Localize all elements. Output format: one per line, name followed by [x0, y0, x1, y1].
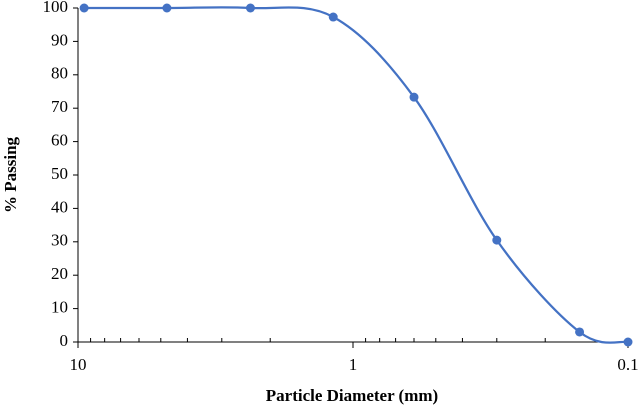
y-tick-label: 50	[51, 164, 68, 183]
point	[328, 12, 338, 22]
y-tick-label: 30	[51, 231, 68, 250]
point	[162, 3, 172, 13]
point	[409, 92, 419, 102]
point	[79, 3, 89, 13]
x-tick-label: 10	[70, 355, 87, 374]
y-tick-label: 100	[43, 0, 69, 16]
y-axis-title: % Passing	[1, 136, 20, 213]
x-tick-label: 0.1	[617, 355, 638, 374]
y-tick-label: 90	[51, 30, 68, 49]
point	[245, 3, 255, 13]
y-tick-label: 80	[51, 64, 68, 83]
line	[84, 6, 629, 344]
y-tick-label: 60	[51, 131, 68, 150]
y-tick-label: 10	[51, 298, 68, 317]
point	[492, 235, 502, 245]
y-tick-label: 0	[60, 331, 69, 350]
y-tick-label: 20	[51, 264, 68, 283]
y-tick-label: 70	[51, 97, 68, 116]
x-axis-title: Particle Diameter (mm)	[266, 386, 438, 405]
point	[575, 327, 585, 337]
x-tick-label: 1	[349, 355, 358, 374]
point	[623, 337, 633, 347]
y-tick-label: 40	[51, 197, 68, 216]
